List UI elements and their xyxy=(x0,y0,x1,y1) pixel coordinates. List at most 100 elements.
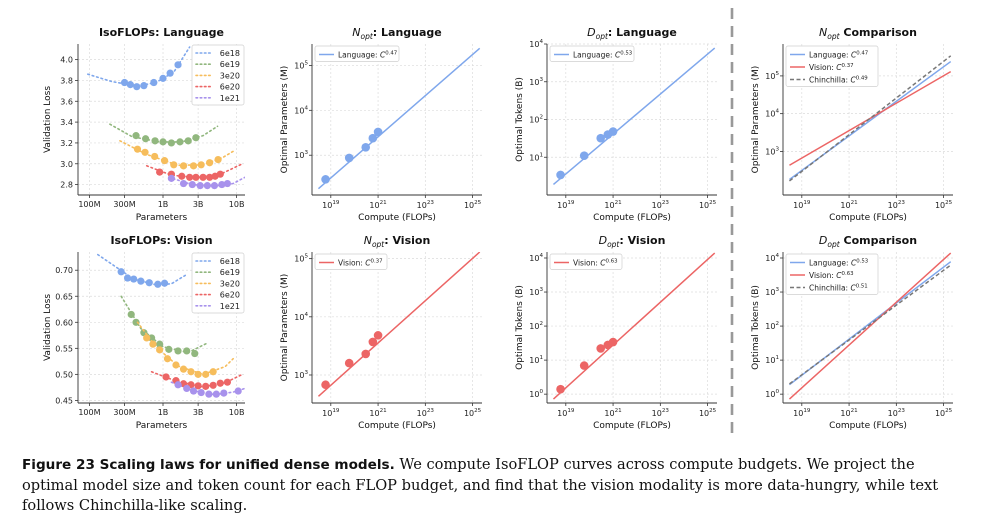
y-tick-label: 103 xyxy=(765,146,779,156)
data-point-6e19 xyxy=(184,137,192,145)
y-tick-label: 102 xyxy=(529,115,543,125)
x-tick-label: 1021 xyxy=(840,200,858,210)
figure-canvas: 100M 300M 1B 3B 10B 2.8 3.0 3.2 3.4 3.6 3.8 4.0 IsoF… xyxy=(43,8,953,433)
data-point-3e20 xyxy=(202,370,210,378)
data-point-1e21 xyxy=(167,174,175,182)
data-point-3e20 xyxy=(187,368,195,376)
x-tick-label: 1023 xyxy=(417,408,435,418)
x-tick-label: 1019 xyxy=(322,408,340,418)
chart-nopt-vision: 1019 1021 1023 1025 103 104 105 Nopt: Vision Com… xyxy=(280,234,482,431)
x-tick-label: 100M xyxy=(78,408,100,417)
x-tick-label: 1019 xyxy=(557,408,575,418)
data-point xyxy=(344,358,354,368)
data-point xyxy=(579,151,589,160)
legend: Language: C0.47 Vision: C0.37 Chinchilla: … xyxy=(785,45,879,87)
chart-title: IsoFLOPs: Vision xyxy=(110,234,212,247)
legend-label: 6e20 xyxy=(220,83,240,92)
data-point-6e18 xyxy=(154,280,162,288)
data-point xyxy=(361,349,371,359)
legend-box xyxy=(549,253,623,270)
y-tick-label: 104 xyxy=(529,253,543,263)
x-tick-label: 1025 xyxy=(464,408,482,418)
data-point-6e19 xyxy=(183,347,191,355)
data-point xyxy=(373,127,383,137)
data-point-6e19 xyxy=(174,347,182,355)
x-axis-label: Compute (FLOPs) xyxy=(829,421,907,431)
data-point-6e19 xyxy=(191,349,199,358)
y-tick-label: 101 xyxy=(529,355,543,365)
legend-box xyxy=(191,252,245,314)
y-tick-label: 0.45 xyxy=(55,396,73,405)
y-tick-label: 100 xyxy=(529,389,543,399)
series-group xyxy=(788,55,952,182)
data-point-6e20 xyxy=(199,173,207,181)
legend-box xyxy=(785,45,879,87)
legend-label: 6e18 xyxy=(220,49,240,58)
series-group xyxy=(552,47,716,186)
series-group xyxy=(552,252,716,400)
data-point-3e20 xyxy=(172,361,180,369)
data-point-1e21 xyxy=(196,182,204,190)
y-tick-label: 103 xyxy=(529,77,543,87)
x-tick-label: 1021 xyxy=(369,200,387,210)
data-point-1e21 xyxy=(210,182,219,190)
x-tick-label: 1023 xyxy=(652,408,670,418)
chart-dopt-comparison: 1019 1021 1023 1025 100 101 102 103 104 Dopt Comp… xyxy=(751,234,953,431)
y-tick-label: 101 xyxy=(529,152,543,162)
data-point-3e20 xyxy=(206,159,214,167)
legend-box xyxy=(549,45,635,62)
y-axis-label: Optimal Tokens (B) xyxy=(751,285,761,370)
x-axis-label: Parameters xyxy=(136,213,188,223)
y-tick-label: 0.60 xyxy=(55,318,73,327)
legend-label: Vision: C0.37 xyxy=(809,63,854,72)
legend-label: 3e20 xyxy=(220,279,240,288)
x-tick-label: 1B xyxy=(158,408,169,417)
legend: Vision: C0.37 xyxy=(314,253,388,270)
chart-isoflops-vision: 100M 300M 1B 3B 10B 0.45 0.50 0.55 0.60 0.65 0.70 I… xyxy=(43,234,245,431)
x-tick-label: 10B xyxy=(229,408,245,417)
x-axis-label: Compute (FLOPs) xyxy=(593,421,671,431)
data-point xyxy=(321,175,330,184)
y-axis-label: Optimal Parameters (M) xyxy=(280,274,290,382)
y-tick-label: 100 xyxy=(765,389,779,399)
data-point-3e20 xyxy=(194,370,202,378)
y-tick-label: 102 xyxy=(529,321,543,331)
chart-dopt-vision: 1019 1021 1023 1025 100 101 102 103 104 Dopt: Vis… xyxy=(515,234,717,431)
data-point-6e19 xyxy=(159,138,167,146)
data-point-6e18 xyxy=(120,78,129,87)
fit-line-red xyxy=(789,70,952,166)
legend-box xyxy=(314,253,388,270)
data-point-6e19 xyxy=(132,318,140,326)
data-point xyxy=(373,331,383,340)
fit-line-blue xyxy=(552,47,716,186)
y-tick-label: 103 xyxy=(529,287,543,297)
data-point-6e18 xyxy=(160,279,169,287)
data-point xyxy=(368,337,378,347)
data-point-3e20 xyxy=(133,145,142,153)
fit-line-red xyxy=(317,252,481,397)
x-tick-label: 1021 xyxy=(604,200,622,210)
data-point-3e20 xyxy=(143,334,151,342)
x-tick-label: 1023 xyxy=(417,200,435,210)
data-point-6e20 xyxy=(162,373,170,381)
x-tick-label: 300M xyxy=(113,200,135,209)
data-point-6e18 xyxy=(159,74,167,82)
data-point-3e20 xyxy=(163,355,172,363)
legend: 6e18 6e19 3e20 6e20 1e21 xyxy=(191,44,245,106)
x-axis-label: Compute (FLOPs) xyxy=(593,213,671,223)
data-point-6e18 xyxy=(140,82,148,90)
data-point xyxy=(321,380,330,390)
data-point xyxy=(344,153,354,163)
data-point-6e18 xyxy=(137,277,145,285)
y-tick-label: 0.50 xyxy=(55,370,73,379)
data-point-6e19 xyxy=(192,134,200,142)
data-point-1e21 xyxy=(197,388,205,397)
data-point-6e19 xyxy=(176,138,184,146)
data-point-6e19 xyxy=(165,345,173,353)
data-point-6e18 xyxy=(150,78,158,87)
legend-label: 6e20 xyxy=(220,291,240,300)
data-point xyxy=(608,337,618,347)
legend: Language: C0.53 Vision: C0.63 Chinchilla: … xyxy=(785,253,879,295)
data-point-6e19 xyxy=(148,334,156,342)
data-point-1e21 xyxy=(223,179,232,188)
